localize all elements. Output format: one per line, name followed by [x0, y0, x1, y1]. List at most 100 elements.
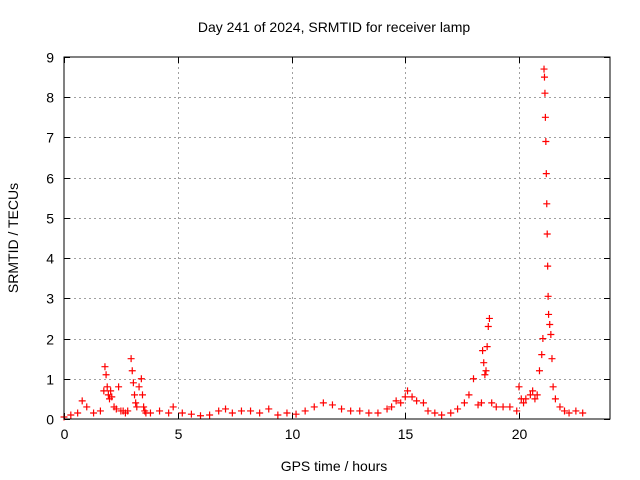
data-point	[531, 395, 539, 403]
plot-frame	[63, 56, 611, 420]
data-point	[526, 391, 534, 399]
data-point	[146, 409, 154, 417]
data-point	[447, 409, 455, 417]
data-point	[103, 383, 111, 391]
y-tick-label: 3	[46, 291, 54, 307]
data-point	[572, 407, 580, 415]
data-point	[539, 335, 547, 343]
data-point	[546, 320, 554, 328]
data-point	[197, 412, 204, 420]
data-point	[108, 393, 116, 401]
data-point	[544, 262, 552, 270]
data-point	[419, 399, 427, 407]
data-point	[408, 393, 416, 401]
data-point	[101, 363, 109, 371]
data-point	[454, 405, 462, 413]
data-point	[138, 391, 146, 399]
y-tick-label: 4	[46, 251, 54, 267]
data-point	[438, 411, 446, 419]
data-point	[499, 403, 507, 411]
data-point	[484, 322, 492, 330]
y-tick-label: 8	[46, 90, 54, 106]
data-point	[556, 403, 564, 411]
data-point	[328, 401, 336, 409]
data-point	[538, 351, 546, 359]
data-point	[460, 399, 468, 407]
x-tick-label: 20	[512, 426, 528, 442]
data-point	[133, 403, 141, 411]
data-point	[551, 395, 559, 403]
x-tick-label: 0	[61, 426, 69, 442]
data-points	[60, 65, 587, 421]
data-point	[132, 399, 140, 407]
data-point	[388, 403, 396, 411]
data-point	[178, 409, 186, 417]
data-point	[482, 367, 490, 375]
data-point	[535, 367, 543, 375]
data-point	[137, 375, 145, 383]
data-point	[513, 407, 521, 415]
data-point	[112, 405, 120, 413]
data-point	[488, 399, 496, 407]
data-point	[187, 410, 195, 418]
data-point	[256, 409, 264, 417]
grid	[64, 57, 610, 419]
data-point	[515, 383, 523, 391]
data-point	[127, 355, 135, 363]
data-point	[237, 407, 245, 415]
data-point	[413, 397, 421, 405]
data-point	[135, 383, 143, 391]
data-point	[347, 407, 355, 415]
y-tick-label: 2	[46, 332, 54, 348]
data-point	[228, 409, 236, 417]
axis-ticks: 0 5 10 15 20 0 1 2 3 4 5 6 7 8 9	[46, 50, 610, 442]
data-point	[365, 409, 373, 417]
data-point	[483, 343, 491, 351]
data-point	[206, 411, 214, 419]
data-point	[274, 411, 282, 419]
data-point	[83, 403, 91, 411]
data-point	[543, 200, 551, 208]
data-point	[140, 403, 148, 411]
data-point	[156, 407, 164, 415]
data-point	[506, 403, 514, 411]
data-point	[404, 387, 412, 395]
y-axis-label: SRMTID / TECUs	[5, 183, 21, 293]
data-point	[480, 359, 488, 367]
chart-title: Day 241 of 2024, SRMTID for receiver lam…	[198, 19, 471, 35]
x-tick-label: 10	[285, 426, 301, 442]
data-point	[67, 411, 75, 419]
data-point	[338, 405, 346, 413]
data-point	[465, 391, 473, 399]
x-tick-label: 15	[398, 426, 414, 442]
y-tick-label: 1	[46, 372, 54, 388]
data-point	[165, 409, 173, 417]
data-point	[541, 113, 549, 121]
y-tick-label: 9	[46, 50, 54, 66]
data-point	[485, 314, 493, 322]
data-point	[100, 387, 108, 395]
data-point	[107, 387, 115, 395]
data-point	[356, 407, 364, 415]
data-point	[310, 403, 318, 411]
data-point	[74, 409, 82, 417]
x-tick-label: 5	[175, 426, 183, 442]
data-point	[541, 89, 549, 97]
data-point	[470, 375, 477, 383]
data-point	[374, 409, 382, 417]
data-point	[542, 137, 550, 145]
data-point	[492, 403, 500, 411]
data-point	[477, 399, 485, 407]
data-point	[301, 407, 309, 415]
data-point	[319, 399, 327, 407]
data-point	[129, 379, 137, 387]
data-point	[479, 347, 487, 355]
data-point	[283, 409, 291, 417]
data-point	[481, 371, 489, 379]
y-tick-label: 7	[46, 130, 54, 146]
data-point	[124, 407, 132, 415]
data-point	[529, 387, 537, 395]
data-point	[115, 383, 123, 391]
data-point	[542, 170, 550, 178]
